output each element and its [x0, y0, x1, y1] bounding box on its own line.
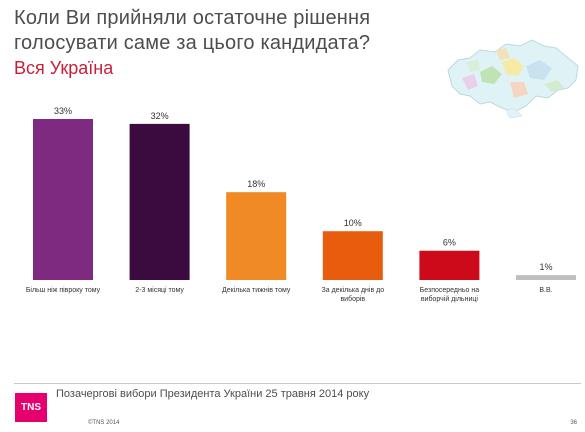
bar-6 — [516, 275, 576, 280]
category-label-3: Декілька тижнів тому — [222, 286, 291, 294]
footer-copyright: ©TNS 2014 — [88, 420, 120, 426]
category-label-4: виборів — [340, 295, 365, 303]
category-label-5: виборчій дільниці — [421, 295, 478, 303]
bar-1 — [33, 119, 93, 280]
bar-5 — [419, 250, 480, 280]
value-label-5: 6% — [443, 238, 456, 248]
bar-2 — [129, 123, 190, 280]
value-labels: 33% 32% 18% 10% 6% 1% — [54, 106, 553, 272]
page-number: 36 — [570, 420, 577, 426]
value-label-1: 33% — [54, 106, 72, 116]
category-label-2: 2-3 місяці тому — [135, 286, 184, 294]
bars — [33, 119, 576, 280]
tns-logo: TNS — [15, 393, 47, 422]
bar-4 — [322, 231, 383, 280]
value-label-4: 10% — [344, 218, 362, 228]
footer-text: Позачергові вибори Президента України 25… — [56, 388, 370, 400]
value-label-3: 18% — [247, 179, 265, 189]
bar-3 — [226, 192, 287, 280]
category-label-4: За декілька днів до — [322, 286, 385, 294]
ukraine-map-icon — [447, 39, 579, 119]
value-label-6: 1% — [539, 262, 552, 272]
value-label-2: 32% — [151, 111, 169, 121]
category-label-5: Безпосередньо на — [420, 287, 480, 294]
slide-subtitle: Вся Україна — [14, 58, 114, 78]
category-labels: Більш ніж півроку тому 2-3 місяці тому Дек… — [26, 286, 553, 303]
category-label-1: Більш ніж півроку тому — [26, 286, 101, 294]
category-label-6: В.В. — [539, 287, 552, 294]
footer-divider — [14, 383, 581, 384]
slide-title: Коли Ви прийняли остаточне рішення голос… — [14, 7, 371, 54]
